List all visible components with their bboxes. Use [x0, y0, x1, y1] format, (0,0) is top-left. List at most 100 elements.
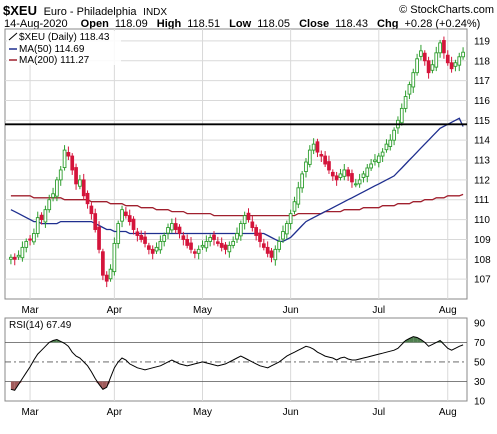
candle-body [242, 215, 247, 225]
chg-label: Chg [377, 18, 398, 30]
candle-body [196, 248, 201, 254]
legend-price-icon [8, 32, 18, 41]
candle-body [434, 52, 439, 68]
candle-body [39, 214, 44, 221]
rsi-overbought-fill [413, 336, 418, 343]
candle-body [173, 223, 178, 230]
candle-body [58, 169, 63, 181]
candle-body [445, 54, 450, 64]
candle-body [269, 250, 274, 258]
candle-body [143, 236, 147, 244]
price-y-tick-label: 111 [474, 195, 490, 206]
rsi-x-tick-label: Jul [372, 407, 385, 418]
rsi-line-group [10, 336, 464, 391]
candle-body [235, 233, 239, 240]
candle-body [403, 96, 408, 109]
candle-body [116, 223, 121, 244]
candle-body [361, 173, 366, 178]
candle-body [365, 167, 370, 177]
rsi-x-tick-label: Jun [283, 407, 299, 418]
candle-body [150, 248, 155, 254]
candle-body [250, 221, 255, 228]
candle-body [258, 232, 262, 242]
rsi-panel: 10 30 50 70 90 Mar Apr May Jun Jul Aug RSI(14) 67… [4, 317, 486, 418]
rsi-oversold-fill [10, 381, 15, 391]
candle-body [112, 242, 117, 273]
candle-body [461, 51, 465, 58]
candle-body [350, 173, 354, 183]
candle-body [108, 268, 113, 280]
candle-body [281, 231, 285, 240]
candle-body [261, 243, 266, 248]
price-x-tick-label: Aug [439, 305, 457, 316]
price-y-tick-label: 107 [474, 275, 491, 286]
candle-body [215, 241, 220, 244]
candle-body [453, 62, 458, 67]
high-value: 118.51 [187, 18, 220, 30]
candle-body [254, 227, 259, 236]
candle-body [292, 201, 297, 212]
candle-body [277, 240, 282, 250]
candle-body [24, 240, 29, 248]
candle-body [315, 141, 320, 153]
low-label: Low [229, 18, 251, 30]
candle-body [74, 167, 78, 185]
candle-body [357, 179, 362, 185]
open-value: 118.09 [115, 18, 148, 30]
candle-body [300, 173, 304, 189]
price-y-tick-label: 118 [474, 56, 490, 67]
rsi-y-ticks: 10 30 50 70 90 [474, 318, 486, 407]
candle-body [311, 143, 316, 151]
candle-body [35, 217, 40, 234]
candle-body [319, 154, 324, 157]
legend-ma200: MA(200) 111.27 [19, 55, 90, 66]
candle-body [81, 179, 86, 197]
high-label: High [157, 18, 182, 30]
candles [9, 36, 465, 288]
candle-body [399, 107, 404, 124]
price-panel: 107108109110111112113114115116117118119 … [4, 28, 491, 316]
candle-body [166, 227, 170, 234]
candle-body [147, 245, 151, 250]
candle-body [208, 237, 213, 242]
candle-body [135, 231, 140, 236]
candle-body [430, 64, 435, 71]
rsi-y-tick-label: 50 [474, 357, 486, 368]
candle-body [346, 169, 350, 177]
candle-body [104, 274, 109, 282]
candle-body [101, 251, 105, 276]
candle-body [415, 58, 419, 74]
candle-body [181, 235, 186, 240]
rsi-line [10, 336, 464, 391]
candle-body [411, 72, 416, 88]
rsi-x-tick-label: May [193, 407, 212, 418]
candle-body [170, 223, 174, 231]
candle-body [124, 211, 128, 217]
chg-value: +0.28 (+0.24%) [404, 18, 480, 30]
candle-body [238, 223, 243, 237]
candle-body [139, 235, 144, 240]
price-y-tick-label: 116 [474, 96, 490, 107]
price-y-tick-label: 119 [474, 36, 490, 47]
watermark: © StockCharts.com [399, 4, 494, 16]
candle-body [265, 246, 270, 254]
candle-body [51, 193, 55, 198]
price-y-ticks: 107 108 109 110 111 112 113 114 115 116 117 118 119 [474, 36, 491, 285]
candle-body [212, 234, 216, 240]
candle-body [323, 155, 327, 165]
candle-body [376, 155, 381, 163]
candle-body [380, 151, 385, 157]
rsi-y-tick-label: 90 [474, 318, 486, 329]
candle-body [223, 244, 228, 250]
rsi-x-tick-label: Aug [439, 407, 457, 418]
candle-body [9, 256, 13, 260]
candle-body [407, 84, 412, 95]
price-x-tick-label: May [193, 305, 212, 316]
candle-body [204, 240, 209, 249]
candle-body [55, 179, 59, 197]
price-x-tick-label: Jul [372, 305, 385, 316]
legend-price: $XEU (Daily) 118.43 [19, 32, 110, 43]
legend-ma50: MA(50) 114.69 [19, 44, 85, 55]
